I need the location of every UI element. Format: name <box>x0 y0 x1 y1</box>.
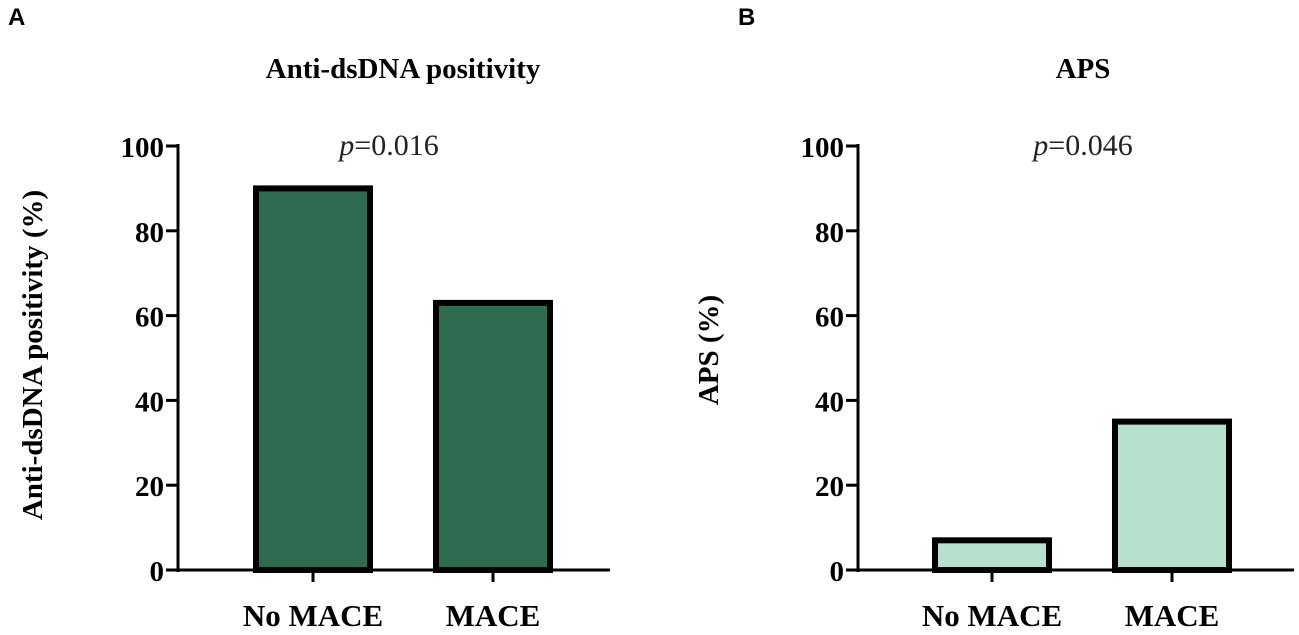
y-tick-label-a-0: 0 <box>150 556 165 588</box>
y-axis-a: 0 20 40 60 80 100 <box>121 132 180 588</box>
bar-b-mace <box>1112 418 1232 573</box>
y-tick-label-b-100: 100 <box>801 132 845 164</box>
y-axis-label-a: Anti-dsDNA positivity (%) <box>17 190 49 520</box>
y-tick-label-a-60: 60 <box>135 302 164 334</box>
y-axis-label-b: APS (%) <box>693 295 725 405</box>
panel-letter-b: B <box>738 4 755 31</box>
x-tick-label-a-no-mace: No MACE <box>243 598 383 633</box>
y-tick-label-b-0: 0 <box>830 556 845 588</box>
y-axis-b: 0 20 40 60 80 100 <box>801 132 860 588</box>
panel-letter-a: A <box>8 4 25 31</box>
x-tick-label-b-no-mace: No MACE <box>922 598 1062 633</box>
y-tick-label-a-20: 20 <box>135 471 164 503</box>
y-tick-label-b-80: 80 <box>815 217 844 249</box>
bar-a-no-mace <box>253 185 373 573</box>
y-tick-label-b-20: 20 <box>815 471 844 503</box>
y-tick-label-a-40: 40 <box>135 386 164 418</box>
bars-a <box>253 185 553 573</box>
x-tick-label-a-mace: MACE <box>446 598 541 633</box>
bar-a-mace <box>433 299 553 573</box>
panel-a: A Anti-dsDNA positivity Anti-dsDNA posit… <box>8 4 610 633</box>
x-axis-b: No MACE MACE <box>856 568 1294 633</box>
y-tick-label-b-40: 40 <box>815 386 844 418</box>
chart-title-b: APS <box>1056 53 1111 85</box>
y-tick-label-a-100: 100 <box>121 132 165 164</box>
x-tick-label-b-mace: MACE <box>1125 598 1220 633</box>
x-axis-a: No MACE MACE <box>176 568 610 633</box>
bars-b <box>932 418 1232 574</box>
p-value-b: p=0.046 <box>1031 129 1132 162</box>
y-tick-label-b-60: 60 <box>815 302 844 334</box>
y-tick-label-a-80: 80 <box>135 217 164 249</box>
chart-title-a: Anti-dsDNA positivity <box>266 53 541 85</box>
panel-b: B APS APS (%) p=0.046 0 20 40 60 80 100 <box>693 4 1294 633</box>
p-value-a: p=0.016 <box>337 129 438 162</box>
bar-b-no-mace <box>932 537 1052 574</box>
